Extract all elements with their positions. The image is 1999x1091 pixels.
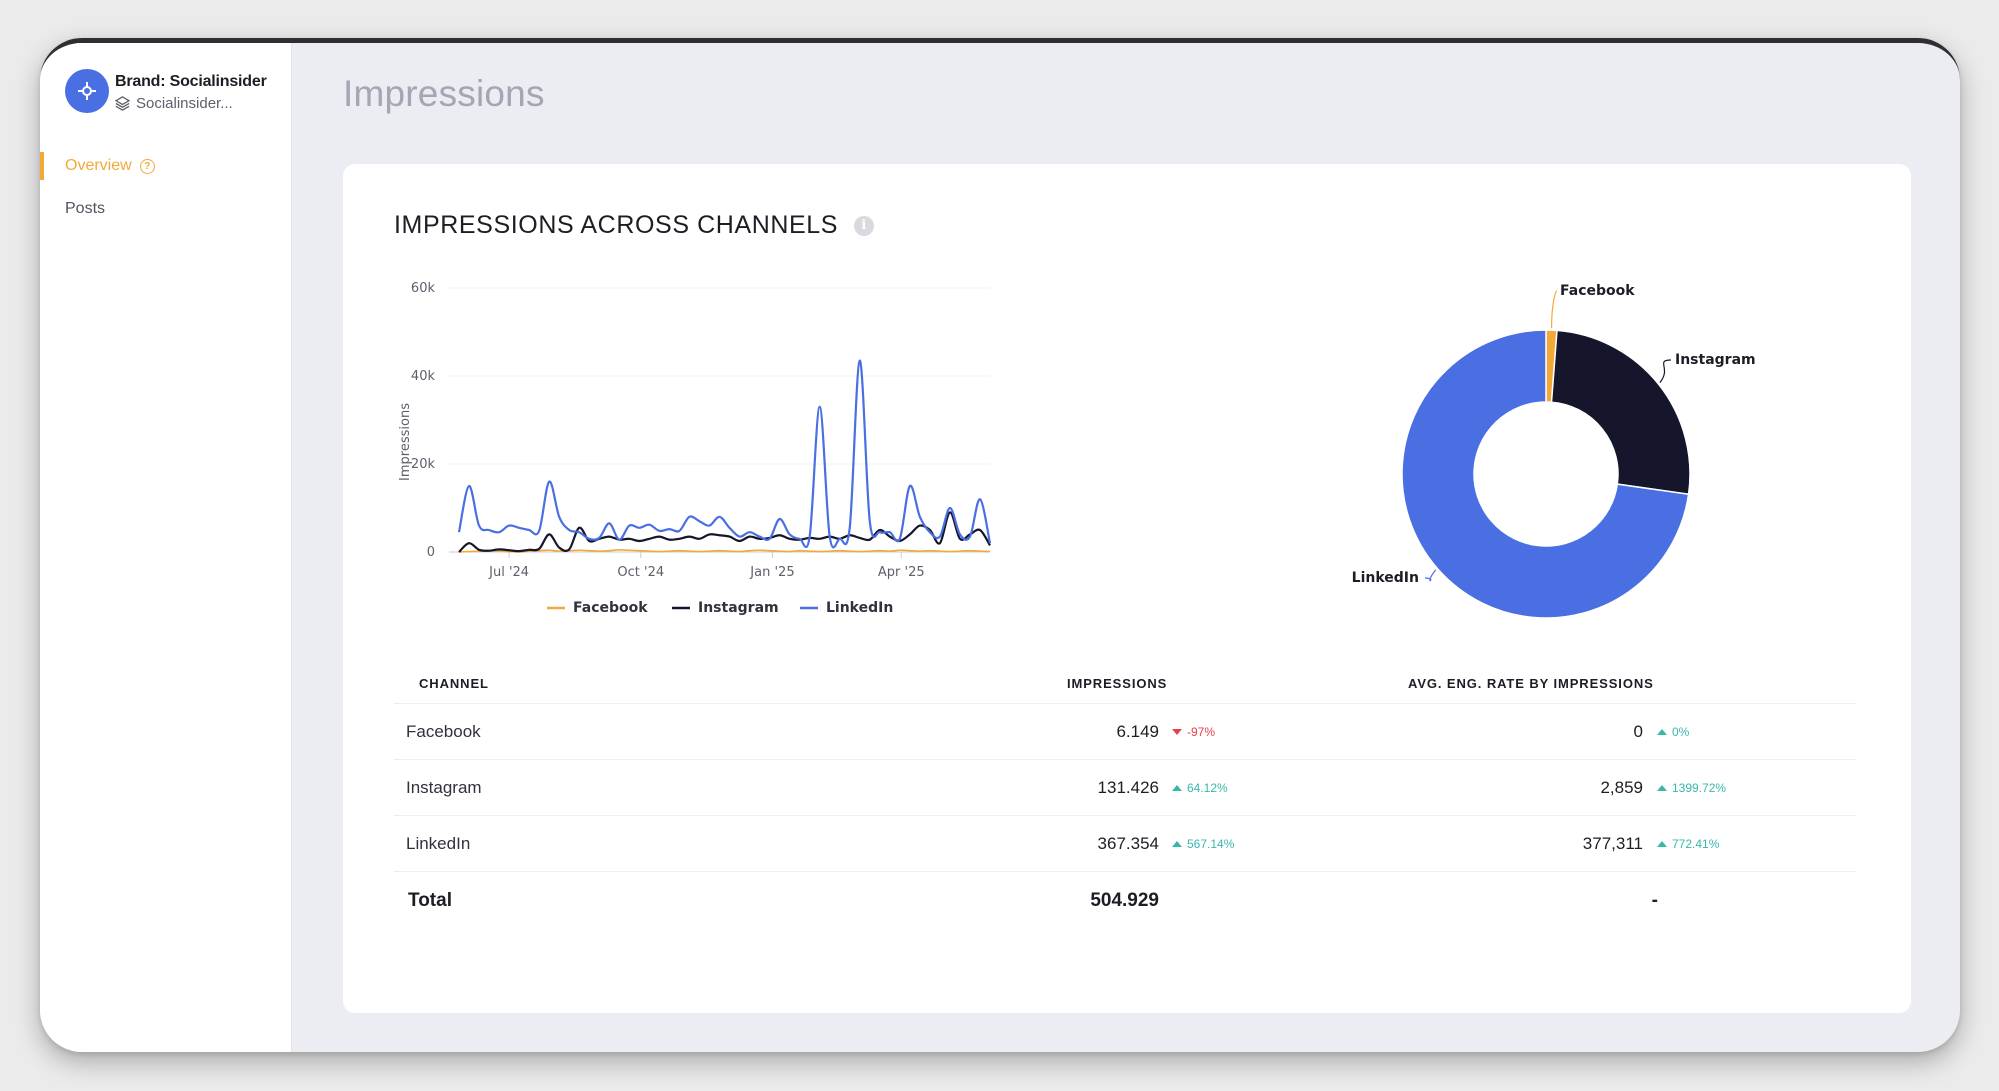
- sidebar-item-overview[interactable]: Overview ?: [65, 157, 155, 175]
- impressions-delta: -97%: [1172, 725, 1215, 739]
- card-title-text: IMPRESSIONS ACROSS CHANNELS: [394, 211, 839, 239]
- impressions-value: 6.149: [1116, 722, 1159, 741]
- sidebar-item-posts[interactable]: Posts: [65, 200, 105, 218]
- eng-rate-value: 2,859: [1600, 778, 1643, 797]
- total-impressions: 504.929: [1090, 890, 1159, 911]
- channel-name: Facebook: [406, 722, 481, 741]
- series-line-facebook: [458, 548, 991, 553]
- table-total-row: Total 504.929 -: [394, 871, 1856, 927]
- delta-value: 772.41%: [1672, 837, 1720, 851]
- layers-icon: [115, 96, 130, 111]
- y-tick-label: 0: [427, 545, 435, 560]
- donut-slice-instagram: [1550, 329, 1691, 496]
- donut-slice-linkedin: [1401, 329, 1690, 619]
- x-tick-label: Jul '24: [488, 565, 529, 580]
- column-header-channel: CHANNEL: [419, 676, 489, 691]
- info-icon[interactable]: i: [854, 215, 875, 236]
- y-tick-label: 60k: [411, 281, 436, 296]
- legend-label-instagram: Instagram: [698, 600, 779, 616]
- column-header-impressions: IMPRESSIONS: [1067, 676, 1168, 691]
- brand-subtitle[interactable]: Socialinsider...: [115, 95, 233, 112]
- impressions-value: 131.426: [1097, 778, 1159, 797]
- legend-label-facebook: Facebook: [573, 600, 648, 616]
- delta-value: 64.12%: [1187, 781, 1228, 795]
- crosshair-icon: [78, 82, 96, 100]
- impressions-line-chart: 0 20k 40k 60k Jul '24 Oct '24 Jan '25 Apr '25 I…: [398, 281, 992, 616]
- donut-connector-instagram: [1659, 359, 1672, 383]
- x-tick-label: Oct '24: [617, 565, 664, 580]
- sidebar-item-label: Overview: [65, 157, 132, 174]
- legend-label-linkedin: LinkedIn: [826, 600, 893, 616]
- table-row: Instagram 131.426 64.12% 2,859 1399.72%: [394, 759, 1856, 815]
- x-tick-label: Jan '25: [749, 565, 794, 580]
- x-tick-label: Apr '25: [878, 565, 925, 580]
- impressions-value: 367.354: [1097, 834, 1159, 853]
- help-icon[interactable]: ?: [139, 158, 155, 174]
- y-tick-label: 40k: [411, 369, 436, 384]
- arrow-up-icon: [1657, 841, 1667, 847]
- brand-name[interactable]: Brand: Socialinsider: [115, 73, 267, 90]
- app-window: Brand: Socialinsider Socialinsider... Ov…: [40, 38, 1960, 1052]
- page-title: Impressions: [343, 73, 545, 114]
- channel-name: LinkedIn: [406, 834, 471, 853]
- arrow-up-icon: [1172, 841, 1182, 847]
- channel-share-donut-chart: Facebook Instagram LinkedIn: [1352, 283, 1756, 619]
- donut-label-linkedin: LinkedIn: [1352, 570, 1419, 586]
- total-eng-rate: -: [1651, 890, 1658, 911]
- delta-value: -97%: [1187, 725, 1216, 739]
- arrow-up-icon: [1657, 729, 1667, 735]
- delta-value: 0%: [1672, 725, 1690, 739]
- channel-name: Instagram: [406, 778, 482, 797]
- arrow-up-icon: [1657, 785, 1667, 791]
- donut-label-facebook: Facebook: [1560, 283, 1635, 299]
- eng-rate-delta: 772.41%: [1657, 837, 1719, 851]
- series-line-linkedin: [457, 359, 992, 549]
- donut-label-instagram: Instagram: [1675, 352, 1756, 368]
- eng-rate-value: 0: [1633, 722, 1643, 741]
- total-label: Total: [408, 890, 452, 911]
- impressions-delta: 567.14%: [1172, 837, 1234, 851]
- eng-rate-delta: 1399.72%: [1657, 781, 1726, 795]
- impressions-delta: 64.12%: [1172, 781, 1228, 795]
- column-header-eng-rate: AVG. ENG. RATE BY IMPRESSIONS: [1408, 676, 1654, 691]
- sidebar: Brand: Socialinsider Socialinsider... Ov…: [40, 43, 292, 1052]
- arrow-down-icon: [1172, 729, 1182, 735]
- donut-connector-facebook: [1550, 290, 1558, 329]
- donut-connector-linkedin: [1424, 569, 1437, 582]
- y-tick-label: 20k: [411, 457, 436, 472]
- eng-rate-value: 377,311: [1582, 834, 1643, 853]
- eng-rate-delta: 0%: [1657, 725, 1689, 739]
- card-title: IMPRESSIONS ACROSS CHANNELS i: [394, 211, 875, 240]
- sidebar-item-label: Posts: [65, 200, 106, 217]
- brand-avatar[interactable]: [65, 69, 109, 113]
- delta-value: 567.14%: [1187, 837, 1235, 851]
- y-axis-title: Impressions: [398, 403, 413, 481]
- series-line-instagram: [458, 511, 991, 553]
- brand-subtitle-label: Socialinsider...: [136, 95, 233, 112]
- delta-value: 1399.72%: [1672, 781, 1727, 795]
- impressions-card: IMPRESSIONS ACROSS CHANNELS i 0 20k 40k 60k…: [343, 164, 1911, 1013]
- table-row: Facebook 6.149 -97% 0 0%: [394, 703, 1856, 759]
- table-row: LinkedIn 367.354 567.14% 377,311 772.41%: [394, 815, 1856, 871]
- active-indicator: [40, 152, 44, 180]
- arrow-up-icon: [1172, 785, 1182, 791]
